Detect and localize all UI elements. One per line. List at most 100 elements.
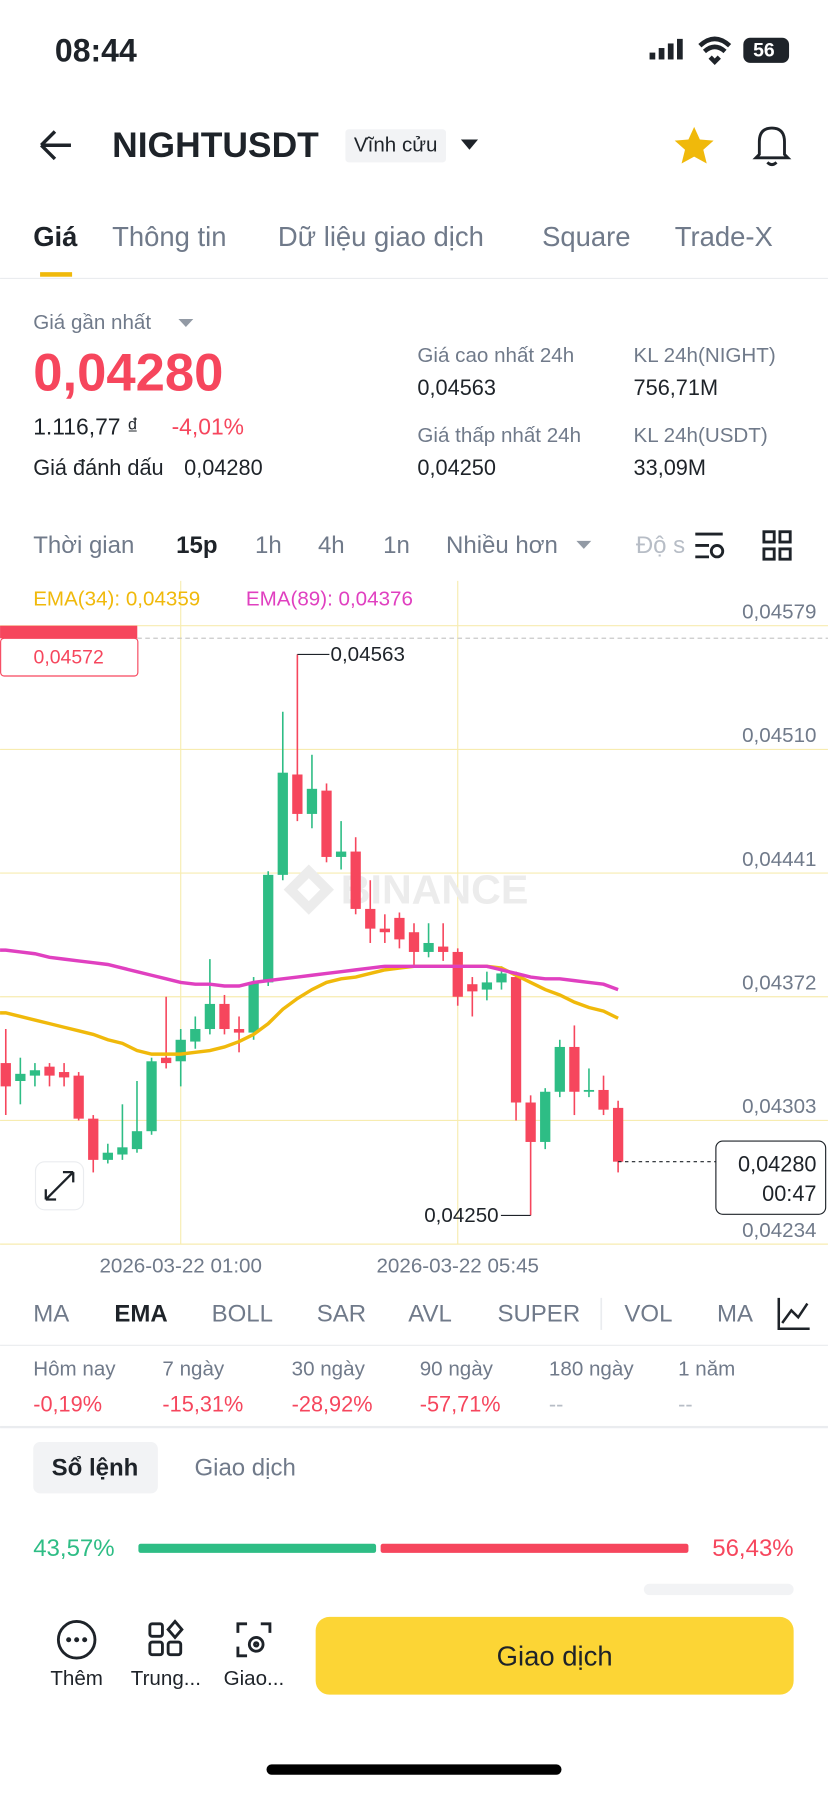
period: 1 năm: [678, 1357, 735, 1380]
candle-body: [102, 1152, 113, 1160]
stat-label: KL 24h(NIGHT): [634, 344, 776, 367]
symbol: NIGHTUSDT: [112, 125, 319, 165]
book-tab[interactable]: Sổ lệnh: [52, 1455, 139, 1482]
battery-level: 56: [753, 39, 775, 61]
x-tick-label: 2026-03-22 05:45: [376, 1254, 538, 1277]
candle-body: [29, 1070, 41, 1076]
y-tick-label: 0,04303: [742, 1095, 816, 1118]
indicator-settings[interactable]: [777, 1297, 810, 1330]
nav-label[interactable]: Giao...: [224, 1667, 285, 1690]
nav-label[interactable]: Thêm: [50, 1667, 103, 1690]
trade-button[interactable]: [315, 1616, 794, 1695]
period: 7 ngày: [162, 1357, 224, 1380]
performance: Hôm nay -0,19% 7 ngày -15,31% 30 ngày -2…: [33, 1357, 735, 1416]
stat-value: 756,71M: [634, 375, 719, 400]
interval[interactable]: 1n: [383, 532, 410, 559]
expand-icon: [44, 1170, 75, 1201]
candle-body: [496, 973, 507, 983]
icon-bg: [686, 520, 828, 572]
candle-body: [335, 851, 347, 857]
stat-label: Giá thấp nhất 24h: [417, 424, 581, 447]
period-change: -0,19%: [33, 1392, 102, 1417]
stat-value: 0,04250: [417, 455, 496, 480]
candle-body: [204, 1003, 216, 1030]
indicator[interactable]: SAR: [317, 1300, 366, 1327]
candle-body: [423, 942, 434, 952]
interval[interactable]: 4h: [318, 532, 345, 559]
settings-icon-dot: [709, 544, 725, 559]
tab-indicator: [40, 272, 73, 277]
order-label: 0,04572: [34, 647, 104, 669]
candle-body: [219, 1003, 230, 1030]
back-button[interactable]: [40, 130, 71, 161]
mark-label: Giá đánh dấu: [33, 455, 163, 480]
candle-body: [44, 1066, 55, 1076]
candle-body: [161, 1057, 172, 1064]
y-tick-label: 0,04510: [742, 724, 816, 747]
interval[interactable]: Độ s: [636, 532, 685, 559]
candle-body: [583, 1089, 595, 1092]
low-label: 0,04250: [424, 1204, 498, 1227]
dropdown-icon[interactable]: [576, 540, 592, 549]
order-tag: [0, 625, 138, 639]
tab[interactable]: Giá: [33, 221, 78, 252]
last-price-label: 0,04280: [738, 1151, 817, 1176]
tab[interactable]: Thông tin: [112, 221, 226, 252]
dropdown-icon[interactable]: [460, 139, 479, 150]
candle-body: [540, 1091, 551, 1142]
ratio-bar: 43,57% 56,43%: [33, 1535, 793, 1562]
order-box: [0, 637, 139, 677]
interval[interactable]: 1h: [255, 532, 282, 559]
y-tick-label: 0,04234: [742, 1219, 816, 1242]
indicator[interactable]: MA: [33, 1300, 69, 1327]
more-dots: [66, 1637, 88, 1643]
buy-ratio: 43,57%: [33, 1535, 114, 1562]
indicator[interactable]: SUPER: [497, 1300, 580, 1327]
candle-body: [190, 1029, 201, 1042]
mark-price: 0,04280: [184, 455, 263, 480]
more-icon[interactable]: [56, 1620, 97, 1660]
interval[interactable]: 15p: [176, 532, 217, 559]
candle-body: [408, 932, 420, 952]
tab[interactable]: Square: [542, 221, 630, 252]
candle-body: [350, 851, 361, 909]
stat-label: KL 24h(USDT): [634, 424, 768, 447]
indicator[interactable]: VOL: [624, 1300, 672, 1327]
indicator[interactable]: EMA: [114, 1300, 167, 1327]
nav-label[interactable]: Trung...: [131, 1667, 201, 1690]
stat-value: 33,09M: [634, 455, 706, 480]
interval[interactable]: Nhiều hơn: [446, 532, 558, 559]
trade-button-label[interactable]: Giao dịch: [497, 1640, 613, 1671]
layout-icon[interactable]: [762, 530, 792, 561]
dropdown-icon[interactable]: [178, 319, 194, 328]
favorite-icon[interactable]: [674, 126, 714, 164]
candle-body: [481, 982, 493, 990]
candle-body: [117, 1147, 128, 1155]
indicator[interactable]: MA: [717, 1300, 753, 1327]
candle-body: [598, 1089, 609, 1110]
candle-body: [263, 874, 274, 983]
settings-icon[interactable]: [695, 532, 723, 559]
candle-body: [88, 1118, 99, 1160]
bell-icon[interactable]: [752, 126, 792, 167]
tab[interactable]: Trade-X: [675, 221, 773, 252]
hub-icon[interactable]: [148, 1619, 184, 1657]
clock: 08:44: [55, 32, 137, 68]
period-change: -15,31%: [162, 1392, 243, 1417]
candle-body: [58, 1072, 70, 1078]
tab[interactable]: Dữ liệu giao dịch: [278, 221, 484, 252]
candle-body: [277, 772, 288, 875]
candle-body: [379, 928, 390, 933]
watermark: BINANCE: [341, 867, 529, 913]
book-tab[interactable]: Giao dịch: [194, 1455, 295, 1482]
period-change: -28,92%: [292, 1392, 373, 1417]
ema-legend: EMA(89): 0,04376: [246, 588, 413, 611]
period-change: --: [678, 1392, 692, 1417]
candle-body: [248, 982, 259, 1033]
indicator[interactable]: BOLL: [212, 1300, 273, 1327]
indicator[interactable]: AVL: [408, 1300, 452, 1327]
price-label: Giá gần nhất: [33, 311, 151, 334]
trade-icon[interactable]: [236, 1622, 272, 1658]
